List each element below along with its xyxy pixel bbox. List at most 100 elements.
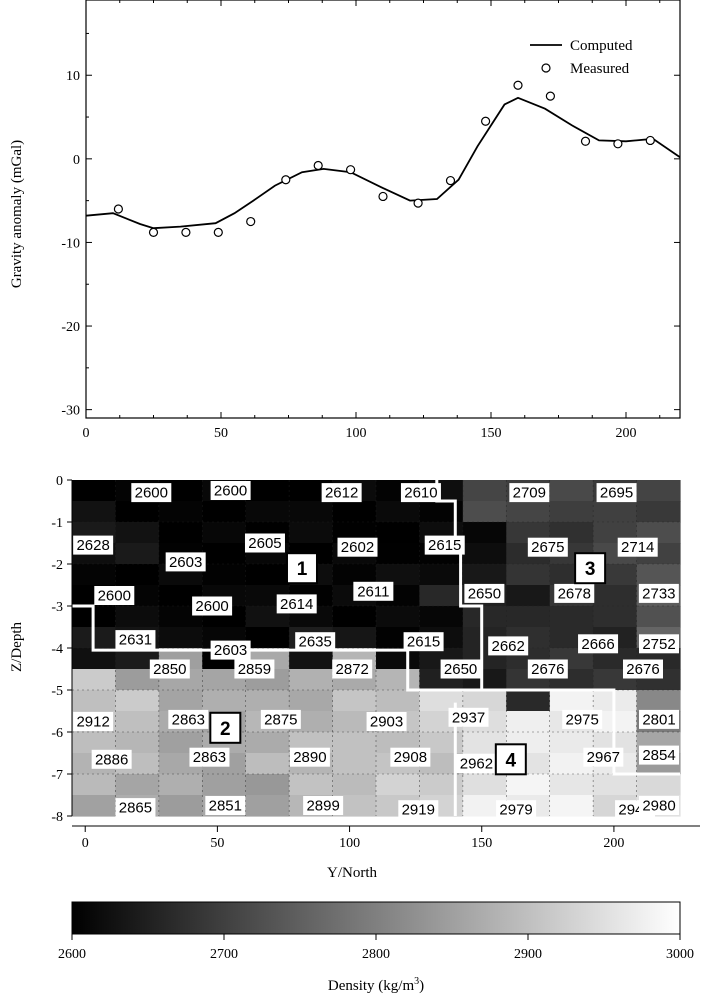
density-cell: [376, 543, 421, 565]
density-cell-label-box: [115, 630, 156, 650]
gravity-ytick-label-4: -30: [61, 404, 80, 419]
density-cell: [419, 606, 464, 628]
density-cell-label: 2975: [566, 711, 599, 728]
density-cell-label: 2709: [513, 485, 546, 502]
density-cell: [549, 690, 594, 712]
density-cell-label-box: [496, 800, 537, 820]
gravity-legend: Computed Measured: [530, 38, 633, 77]
density-cell-label: 2676: [531, 661, 564, 678]
density-cell-label: 2602: [341, 539, 374, 556]
density-cell-label-box: [448, 707, 489, 727]
density-cell: [419, 732, 464, 754]
measured-point: [481, 116, 491, 126]
legend-computed-label: Computed: [570, 38, 633, 54]
density-cell-label: 2628: [76, 537, 109, 554]
density-cell: [332, 627, 377, 649]
density-cell: [332, 795, 377, 817]
density-cell-label-box: [149, 659, 190, 679]
measured-point: [645, 135, 655, 146]
density-ticks: 0 -1 -2 -3 -4 -5 -6 -7 -8 0 50 100 150 200: [51, 474, 700, 851]
density-xlabel: Y/North: [327, 865, 377, 881]
density-cell: [376, 564, 421, 586]
density-cell-label: 2899: [306, 798, 339, 815]
density-cell: [636, 690, 681, 712]
density-cell: [245, 627, 290, 649]
density-xtick-label-4: 200: [603, 836, 624, 851]
density-cell-label-box: [464, 583, 505, 603]
density-cell-label: 2610: [404, 485, 437, 502]
density-cell-label-box: [91, 749, 132, 769]
density-cell-label-box: [509, 483, 550, 503]
density-cell: [506, 774, 551, 796]
density-cell-label-box: [578, 634, 619, 654]
density-cell: [289, 648, 334, 670]
density-xtick-label-1: 50: [210, 836, 224, 851]
measured-point: [445, 175, 456, 186]
density-cell: [289, 522, 334, 544]
density-cell-label: 2903: [370, 714, 403, 731]
density-cell-label-box: [295, 632, 336, 652]
density-cell-label-box: [205, 796, 246, 815]
density-cell: [462, 690, 507, 712]
density-cell-label-box: [562, 709, 603, 729]
zone-label-4: 4: [506, 750, 517, 771]
density-ytick-label-1: -1: [51, 516, 63, 531]
density-cell: [376, 522, 421, 544]
zone-box-4: [494, 743, 527, 776]
measured-point: [213, 227, 223, 238]
density-cell: [202, 543, 247, 565]
density-cell: [332, 711, 377, 733]
density-cell: [593, 501, 638, 523]
measured-point: [378, 191, 388, 202]
density-cell-label-box: [94, 586, 135, 605]
density-cell-labels: 2600 2600 2612 2610 2709 2695 2628 2603 2605 2602…: [73, 481, 679, 820]
gravity-ytick-label-0: 10: [66, 69, 80, 84]
density-chart: 2600 2600 2612 2610 2709 2695 2628 2603 2605 2602…: [9, 474, 700, 881]
density-ytick-label-8: -8: [51, 810, 63, 825]
density-cell: [549, 774, 594, 796]
density-cell-label-box: [192, 596, 233, 616]
density-cell: [245, 732, 290, 754]
density-cell-label: 2733: [642, 585, 675, 602]
density-cell-label-box: [73, 712, 114, 731]
density-cell-label-box: [596, 483, 637, 503]
density-cell-label: 2714: [621, 539, 654, 556]
density-cell-label: 2962: [460, 756, 493, 773]
density-cell: [115, 648, 160, 670]
density-cell-label: 2752: [642, 636, 675, 653]
density-cell-label-box: [440, 659, 481, 679]
density-cell: [158, 774, 203, 796]
density-cell-label-box: [639, 796, 679, 815]
density-cell: [549, 732, 594, 754]
density-cell: [202, 774, 247, 796]
density-cell-label: 2890: [293, 749, 326, 766]
density-cell: [419, 585, 464, 607]
measured-point: [346, 165, 356, 175]
density-cell-label-box: [639, 634, 679, 654]
density-cell: [289, 774, 334, 796]
density-cell: [245, 564, 290, 586]
density-cell-label: 2614: [280, 596, 313, 613]
density-cell-label-box: [289, 747, 330, 767]
density-cell: [506, 606, 551, 628]
density-cell-label: 2605: [248, 535, 281, 552]
density-cell-label: 2666: [581, 636, 614, 653]
density-ylabel: Z/Depth: [9, 622, 25, 672]
density-cell: [158, 690, 203, 712]
density-cell: [158, 501, 203, 523]
density-cell: [72, 795, 117, 817]
density-xtick-label-0: 0: [82, 836, 89, 851]
density-cell-label-box: [303, 796, 344, 815]
density-cell-label: 2863: [193, 749, 226, 766]
density-cell: [332, 501, 377, 523]
density-cell-label: 2676: [626, 661, 659, 678]
zone-label-1: 1: [297, 559, 308, 580]
density-cell: [115, 522, 160, 544]
density-cell: [376, 669, 421, 691]
density-xtick-label-3: 150: [471, 836, 492, 851]
density-cell-label: 2875: [264, 711, 297, 728]
density-cell: [419, 501, 464, 523]
density-cell: [72, 648, 117, 670]
density-cell-label: 2612: [325, 485, 358, 502]
